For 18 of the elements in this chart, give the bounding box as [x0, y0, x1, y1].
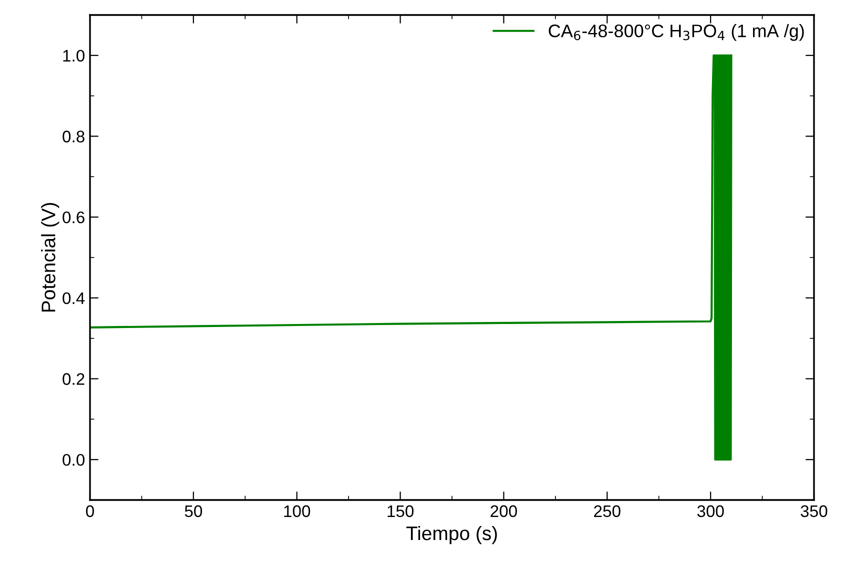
x-tick-label: 200: [490, 505, 517, 518]
x-tick-label: 50: [184, 505, 202, 518]
x-tick-label: 150: [388, 505, 414, 518]
line-series: [90, 54, 732, 461]
y-axis-title: Potencial (V): [41, 203, 60, 312]
x-tick-label: 250: [594, 505, 620, 518]
x-tick-label: 0: [86, 505, 94, 518]
x-tick-label: 100: [284, 505, 310, 518]
y-tick-label: 0.6: [62, 211, 84, 224]
y-tick-label: 0.8: [62, 130, 84, 142]
x-tick-label: 300: [697, 505, 724, 518]
x-axis-title: Tiempo (s): [406, 526, 497, 544]
y-tick-label: 1.0: [63, 50, 84, 62]
y-tick-label: 0.4: [62, 292, 85, 304]
x-tick-label: 350: [800, 505, 828, 518]
y-tick-label: 0.2: [62, 373, 84, 385]
y-tick-label: 0.0: [62, 454, 84, 466]
legend-label: CA$_{6}$-48-800°C H$_{3}$PO$_{4}$ (1 mA /g): [548, 24, 804, 41]
